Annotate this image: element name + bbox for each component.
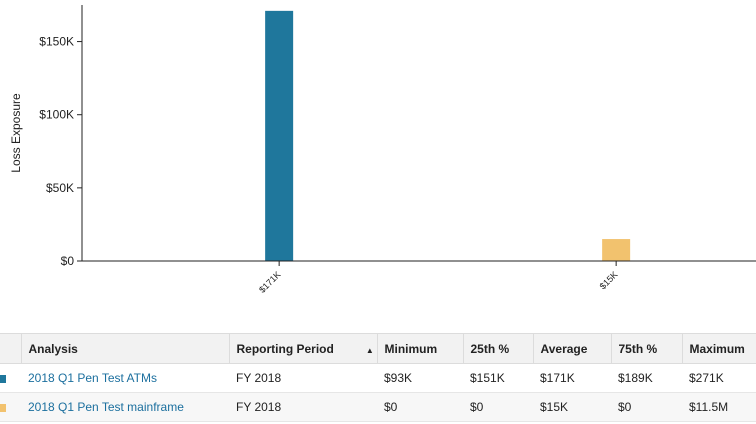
25th-percentile-column-header[interactable]: 25th % (462, 333, 533, 364)
maximum-cell: $11.5M (682, 392, 756, 422)
analysis-cell[interactable]: 2018 Q1 Pen Test ATMs (21, 363, 229, 393)
analysis-cell[interactable]: 2018 Q1 Pen Test mainframe (21, 392, 229, 422)
series-color-swatch (0, 403, 6, 412)
x-tick-label: $15K (598, 269, 620, 291)
analysis-link[interactable]: 2018 Q1 Pen Test ATMs (28, 371, 157, 385)
bar[interactable] (602, 239, 631, 261)
table-row[interactable]: 2018 Q1 Pen Test ATMs FY 2018 $93K $151K… (0, 363, 756, 393)
series-color-swatch (0, 374, 6, 383)
reporting-period-cell: FY 2018 (229, 392, 377, 422)
y-axis: $0 $50K $100K $150K (39, 5, 83, 268)
swatch-column-header (0, 333, 21, 364)
y-tick-label: $50K (46, 181, 74, 195)
average-cell: $15K (533, 392, 611, 422)
maximum-column-header[interactable]: Maximum (681, 333, 756, 364)
loss-exposure-chart: $0 $50K $100K $150K $171K $15K Loss Exposure (9, 5, 756, 295)
average-cell: $171K (533, 363, 611, 393)
series-swatch-cell (0, 392, 21, 422)
y-tick-label: $150K (39, 35, 74, 49)
reporting-period-column-header[interactable]: Reporting Period ▲ (228, 333, 377, 364)
bars (265, 10, 631, 262)
bar[interactable] (265, 10, 294, 262)
y-axis-label: Loss Exposure (9, 93, 23, 173)
average-column-header[interactable]: Average (532, 333, 611, 364)
y-tick-label: $100K (39, 108, 74, 122)
table-row[interactable]: 2018 Q1 Pen Test mainframe FY 2018 $0 $0… (0, 392, 756, 422)
75th-percentile-cell: $189K (611, 363, 682, 393)
reporting-period-header-label: Reporting Period (236, 341, 334, 356)
75th-percentile-column-header[interactable]: 75th % (610, 333, 682, 364)
sort-ascending-icon[interactable]: ▲ (365, 345, 374, 355)
25th-percentile-cell: $151K (463, 363, 533, 393)
analysis-column-header[interactable]: Analysis (20, 333, 229, 364)
x-axis: $171K $15K (82, 260, 756, 295)
series-swatch-cell (0, 363, 21, 393)
x-tick-label: $171K (257, 269, 282, 294)
minimum-column-header[interactable]: Minimum (376, 333, 463, 364)
maximum-cell: $271K (682, 363, 756, 393)
analysis-table: Analysis Reporting Period ▲ Minimum 25th … (0, 333, 756, 422)
25th-percentile-cell: $0 (463, 392, 533, 422)
reporting-period-cell: FY 2018 (229, 363, 377, 393)
75th-percentile-cell: $0 (611, 392, 682, 422)
table-header-row: Analysis Reporting Period ▲ Minimum 25th … (0, 333, 756, 364)
y-tick-label: $0 (61, 254, 75, 268)
minimum-cell: $93K (377, 363, 463, 393)
analysis-link[interactable]: 2018 Q1 Pen Test mainframe (28, 400, 184, 414)
minimum-cell: $0 (377, 392, 463, 422)
